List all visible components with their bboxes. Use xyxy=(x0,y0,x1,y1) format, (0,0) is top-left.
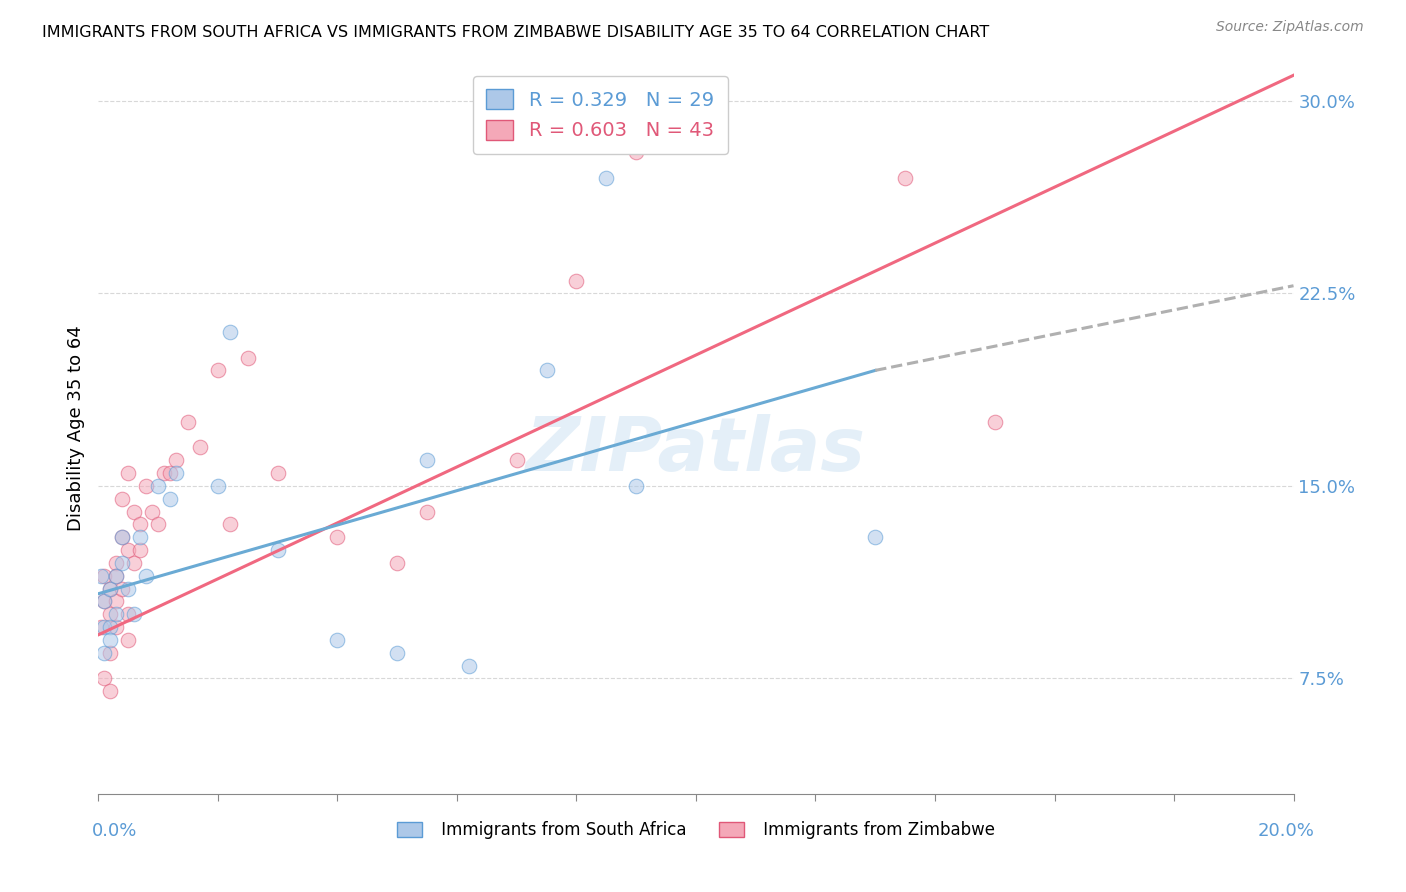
Point xyxy=(219,325,242,339)
Point xyxy=(506,453,529,467)
Point xyxy=(894,170,917,185)
Point xyxy=(135,568,157,582)
Point xyxy=(105,607,128,622)
Point xyxy=(159,466,181,480)
Point xyxy=(93,594,115,608)
Point xyxy=(385,556,409,570)
Point xyxy=(129,530,152,544)
Point xyxy=(148,517,170,532)
Point xyxy=(93,672,115,686)
Y-axis label: Disability Age 35 to 64: Disability Age 35 to 64 xyxy=(66,326,84,531)
Point xyxy=(98,582,122,596)
Point xyxy=(135,479,157,493)
Point xyxy=(207,363,229,377)
Point xyxy=(111,491,134,506)
Point xyxy=(148,479,170,493)
Point xyxy=(98,607,122,622)
Point xyxy=(219,517,242,532)
Point xyxy=(865,530,887,544)
Point xyxy=(129,517,152,532)
Point xyxy=(159,491,181,506)
Point xyxy=(93,568,115,582)
Point xyxy=(111,530,134,544)
Point xyxy=(98,646,122,660)
Point xyxy=(207,479,229,493)
Point xyxy=(236,351,259,365)
Point xyxy=(117,466,139,480)
Point xyxy=(626,145,648,160)
Point xyxy=(165,453,187,467)
Point xyxy=(267,466,290,480)
Point xyxy=(98,684,122,698)
Point xyxy=(105,556,128,570)
Point xyxy=(93,594,115,608)
Point xyxy=(111,530,134,544)
Legend:  Immigrants from South Africa,  Immigrants from Zimbabwe: Immigrants from South Africa, Immigrants… xyxy=(391,814,1001,846)
Point xyxy=(385,646,409,660)
Point xyxy=(105,568,128,582)
Point xyxy=(111,556,134,570)
Point xyxy=(105,620,128,634)
Point xyxy=(124,556,146,570)
Point xyxy=(93,646,115,660)
Point xyxy=(626,479,648,493)
Point xyxy=(111,582,134,596)
Text: ZIPatlas: ZIPatlas xyxy=(526,414,866,487)
Point xyxy=(90,568,112,582)
Point xyxy=(565,274,588,288)
Point xyxy=(165,466,187,480)
Point xyxy=(98,582,122,596)
Point xyxy=(124,505,146,519)
Point xyxy=(117,607,139,622)
Point xyxy=(153,466,176,480)
Point xyxy=(326,530,349,544)
Point xyxy=(188,441,211,455)
Point xyxy=(595,170,617,185)
Text: 20.0%: 20.0% xyxy=(1258,822,1315,840)
Point xyxy=(124,607,146,622)
Point xyxy=(117,582,139,596)
Text: Source: ZipAtlas.com: Source: ZipAtlas.com xyxy=(1216,20,1364,34)
Point xyxy=(117,632,139,647)
Point xyxy=(98,632,122,647)
Point xyxy=(129,543,152,558)
Point xyxy=(90,620,112,634)
Point xyxy=(984,415,1007,429)
Point xyxy=(416,453,439,467)
Text: 0.0%: 0.0% xyxy=(91,822,136,840)
Text: IMMIGRANTS FROM SOUTH AFRICA VS IMMIGRANTS FROM ZIMBABWE DISABILITY AGE 35 TO 64: IMMIGRANTS FROM SOUTH AFRICA VS IMMIGRAN… xyxy=(42,25,990,40)
Point xyxy=(105,568,128,582)
Point xyxy=(105,594,128,608)
Point xyxy=(141,505,163,519)
Point xyxy=(458,658,481,673)
Point xyxy=(267,543,290,558)
Point xyxy=(117,543,139,558)
Point xyxy=(98,620,122,634)
Point xyxy=(177,415,200,429)
Point xyxy=(536,363,558,377)
Point xyxy=(93,620,115,634)
Point xyxy=(416,505,439,519)
Point xyxy=(326,632,349,647)
